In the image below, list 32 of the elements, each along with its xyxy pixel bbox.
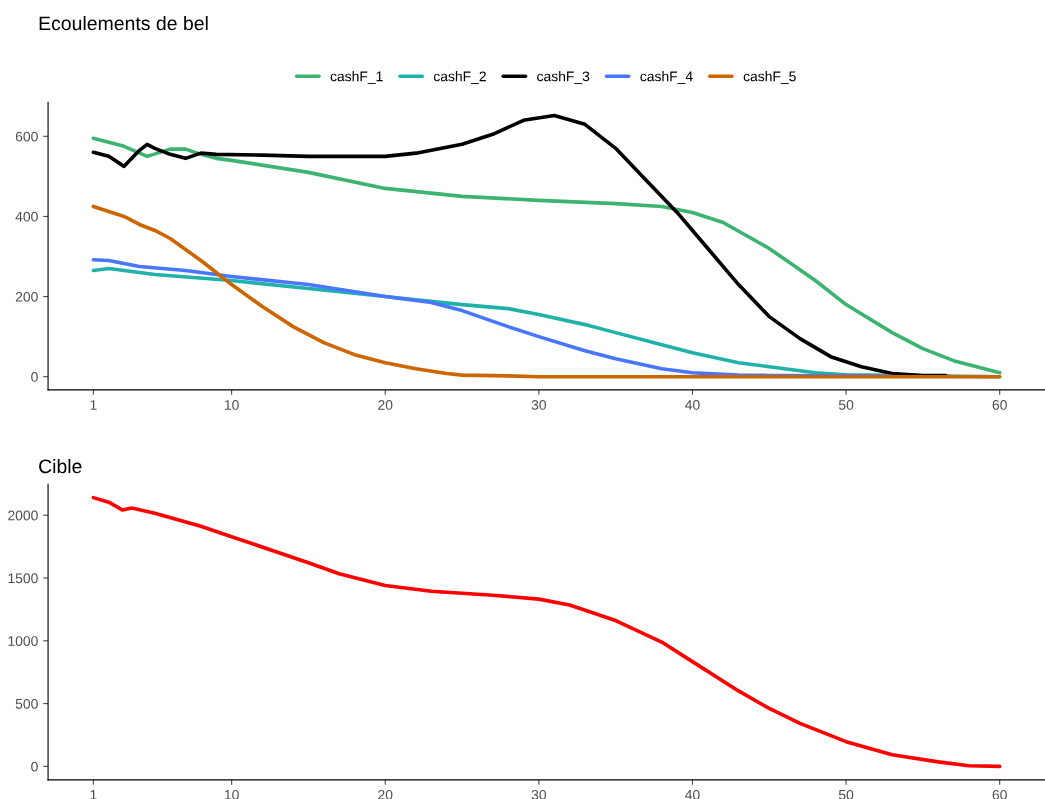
line-series	[91, 204, 1002, 379]
line-series	[91, 495, 1002, 769]
legend-label: cashF_2	[433, 71, 486, 84]
x-tick-label: 20	[378, 400, 393, 410]
y-tick-label: 2000	[8, 510, 38, 521]
y-tick-label: 0	[31, 761, 38, 772]
x-tick-label: 50	[838, 400, 854, 410]
legend-label: cashF_1	[330, 71, 383, 84]
x-tick-label: 1	[90, 400, 97, 410]
x-tick-label: 10	[224, 789, 239, 799]
legend-label: cashF_5	[743, 71, 796, 84]
x-tick-label: 30	[531, 400, 547, 410]
x-tick-label: 20	[378, 789, 393, 799]
legend-label: cashF_3	[537, 71, 590, 84]
y-tick-label: 200	[15, 291, 38, 302]
x-tick-label: 40	[685, 789, 700, 799]
y-tick-label: 500	[15, 698, 38, 709]
y-tick-label: 1500	[8, 573, 38, 584]
chart-title: Ecoulements de bel	[39, 15, 208, 31]
x-tick-label: 10	[224, 400, 239, 410]
x-tick-label: 40	[685, 400, 700, 410]
x-tick-label: 60	[992, 789, 1007, 799]
legend-label: cashF_4	[640, 71, 693, 84]
x-tick-label: 30	[531, 789, 547, 799]
x-tick-label: 60	[992, 400, 1007, 410]
y-tick-label: 0	[31, 372, 38, 382]
y-tick-label: 400	[15, 211, 38, 222]
x-tick-label: 1	[90, 790, 97, 799]
chart-title: Cible	[39, 458, 82, 474]
y-tick-label: 600	[15, 131, 38, 142]
x-tick-label: 50	[838, 789, 854, 799]
y-tick-label: 1000	[8, 636, 38, 646]
